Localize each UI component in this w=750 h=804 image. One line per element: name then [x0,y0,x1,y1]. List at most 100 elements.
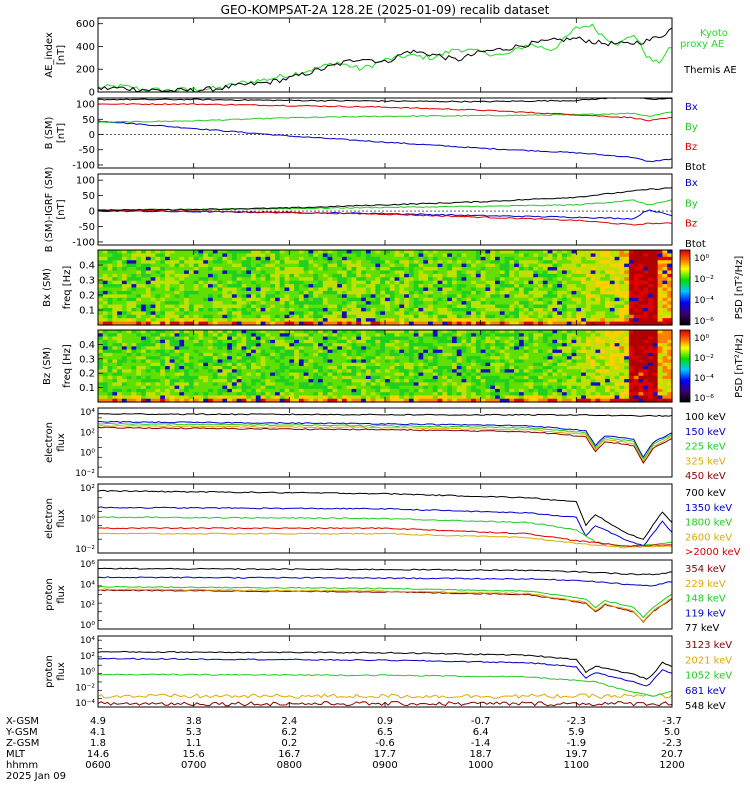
heatmap-cell [303,314,310,319]
heatmap-cell [236,250,243,255]
heatmap-cell [667,294,673,299]
heatmap-cell [327,284,333,289]
heatmap-cell [236,346,243,351]
heatmap-cell [451,290,458,295]
heatmap-cell [571,294,577,299]
heatmap-cell [504,270,510,275]
heatmap-cell [241,318,247,323]
heatmap-cell [370,290,377,295]
heatmap-cell [490,356,496,361]
heatmap-cell [188,304,195,309]
heatmap-cell [461,375,467,380]
heatmap-cell [552,382,558,387]
heatmap-cell [404,290,410,295]
heatmap-cell [542,349,549,354]
heatmap-cell [265,362,271,367]
heatmap-cell [504,260,510,265]
heatmap-cell [193,333,200,338]
heatmap-cell [585,356,592,361]
heatmap-cell [566,263,573,268]
heatmap-cell [117,250,123,255]
heatmap-cell [179,318,185,323]
heatmap-cell [370,253,377,258]
heatmap-cell [308,307,314,312]
heatmap-cell [265,330,271,334]
heatmap-cell [284,339,290,344]
heatmap-cell [222,388,228,393]
heatmap-cell [571,346,577,351]
heatmap-cell [303,273,310,278]
heatmap-cell [188,256,195,261]
heatmap-cell [303,297,310,302]
heatmap-cell [456,388,463,393]
heatmap-cell [552,388,558,393]
heatmap-cell [471,253,477,258]
heatmap-cell [141,250,147,255]
heatmap-cell [313,277,319,282]
heatmap-cell [408,301,415,306]
heatmap-cell [155,287,161,292]
heatmap-cell [318,260,324,265]
heatmap-cell [399,260,405,265]
heatmap-cell [298,270,305,275]
heatmap-cell [480,301,487,306]
heatmap-cell [274,311,281,316]
heatmap-cell [375,273,381,278]
heatmap-cell [179,375,185,380]
heatmap-cell [590,349,597,354]
heatmap-cell [633,263,640,268]
heatmap-cell [585,256,592,261]
heatmap-cell [298,333,305,338]
heatmap-cell [294,290,300,295]
heatmap-cell [643,253,649,258]
heatmap-cell [227,287,233,292]
heatmap-cell [595,290,601,295]
heatmap-cell [274,263,281,268]
heatmap-cell [217,277,223,282]
heatmap-cell [447,256,453,261]
heatmap-cell [107,366,113,370]
heatmap-cell [303,392,310,397]
heatmap-cell [451,321,458,326]
heatmap-cell [495,253,501,258]
heatmap-cell [236,297,243,302]
heatmap-cell [552,339,558,344]
heatmap-cell [169,297,176,302]
heatmap-cell [141,346,147,351]
heatmap-cell [98,277,104,282]
heatmap-cell [418,321,424,326]
heatmap-cell [432,362,439,367]
heatmap-cell [600,267,606,272]
heatmap-cell [404,379,410,383]
heatmap-cell [514,314,520,319]
heatmap-cell [437,339,443,344]
heatmap-cell [222,294,228,299]
heatmap-cell [193,263,200,268]
heatmap-cell [561,372,568,377]
heatmap-cell [581,270,587,275]
heatmap-cell [552,318,558,323]
heatmap-cell [274,321,281,326]
heatmap-cell [485,280,491,285]
heatmap-cell [270,250,276,255]
heatmap-cell [169,273,176,278]
heatmap-cell [179,263,185,268]
heatmap-cell [624,304,630,309]
heatmap-cell [523,273,530,278]
heatmap-cell [480,333,487,338]
heatmap-cell [514,311,520,316]
heatmap-cell [380,346,386,351]
heatmap-cell [246,398,252,403]
heatmap-cell [241,260,247,265]
heatmap-cell [365,321,372,326]
heatmap-cell [351,369,357,374]
heatmap-cell [174,356,180,361]
heatmap-cell [475,339,482,344]
heatmap-cell [480,388,487,393]
heatmap-cell [174,301,180,306]
heatmap-cell [466,356,472,361]
heatmap-cell [571,260,577,265]
heatmap-cell [514,267,520,272]
heatmap-cell [160,339,166,344]
heatmap-cell [375,307,381,312]
